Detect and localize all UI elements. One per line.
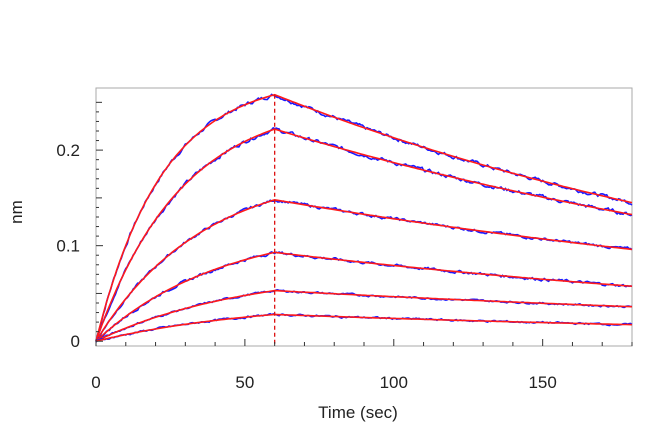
axis-layer: 0 50 100 150 0 0.1 0.2: [56, 101, 633, 392]
fit-curve-2: [95, 128, 633, 342]
y-axis-title: nm: [7, 200, 26, 224]
measured-curve-3: [95, 199, 633, 342]
fit-curve-4: [95, 251, 633, 342]
y-tick-label: 0: [71, 332, 80, 351]
series-layer: [95, 93, 633, 343]
fit-curve-1: [95, 93, 633, 342]
x-tick-label: 0: [91, 373, 100, 392]
y-tick-label: 0.2: [56, 141, 80, 160]
x-tick-label: 100: [380, 373, 408, 392]
x-tick-label: 150: [528, 373, 556, 392]
fit-curve-3: [95, 198, 633, 342]
fit-curve-6: [95, 313, 633, 342]
x-tick-label: 50: [235, 373, 254, 392]
y-tick-label: 0.1: [56, 237, 80, 256]
x-axis-title: Time (sec): [318, 403, 398, 422]
measured-curve-2: [95, 126, 633, 343]
measured-curve-5: [95, 288, 632, 342]
measured-curve-4: [95, 250, 633, 343]
fit-curve-5: [95, 289, 633, 342]
